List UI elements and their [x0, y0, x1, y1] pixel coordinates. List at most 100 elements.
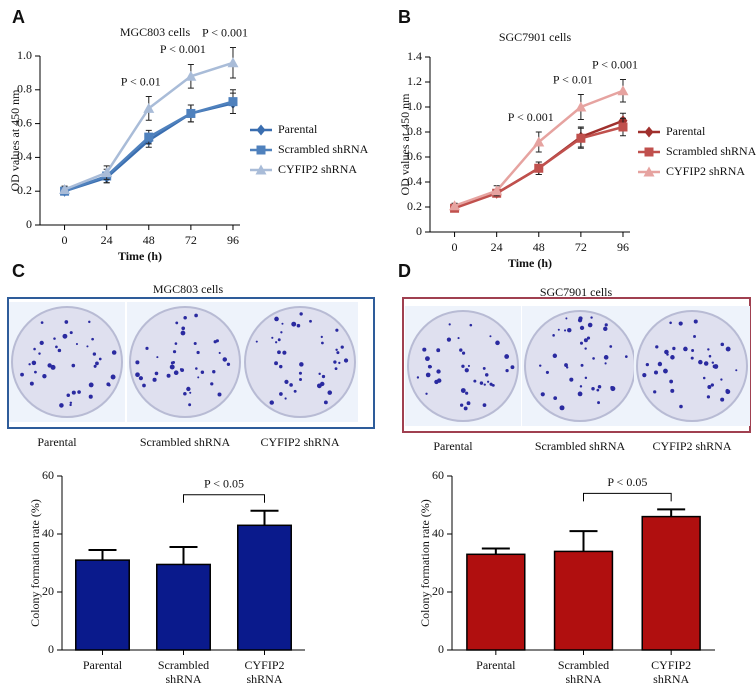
- colony: [28, 363, 31, 366]
- annotation: P < 0.05: [607, 475, 647, 489]
- x-tick-label: 72: [185, 233, 197, 247]
- plate-title: MGC803 cells: [153, 282, 224, 296]
- annotation: P < 0.001: [508, 110, 554, 124]
- plate-caption: Scrambled shRNA: [535, 439, 626, 453]
- colony: [291, 321, 297, 327]
- colony: [172, 350, 177, 354]
- legend-marker: [644, 126, 654, 138]
- colony: [281, 322, 284, 325]
- colony: [323, 400, 328, 405]
- colony: [416, 376, 420, 379]
- colony: [666, 353, 669, 356]
- x-tick-label: CYFIP2 shRNA: [244, 658, 284, 686]
- colony: [510, 365, 515, 370]
- colony: [597, 385, 602, 389]
- x-tick-label: 24: [491, 240, 503, 254]
- colony: [698, 359, 703, 365]
- colony: [609, 345, 613, 348]
- colony: [564, 363, 568, 367]
- colony: [189, 391, 192, 394]
- colony: [469, 323, 473, 327]
- colony: [135, 360, 140, 365]
- colony: [422, 347, 427, 352]
- colony: [86, 345, 89, 348]
- colony: [62, 333, 68, 339]
- colony: [584, 347, 587, 350]
- colony: [55, 345, 58, 349]
- colony: [587, 322, 593, 328]
- colony: [720, 397, 725, 402]
- y-tick-label: 0.4: [407, 174, 422, 188]
- colony: [552, 353, 558, 358]
- marker: [449, 200, 461, 211]
- x-tick-label: Parental: [476, 658, 516, 672]
- y-axis-label: OD values at 450 nm: [398, 93, 412, 196]
- colony: [111, 350, 117, 355]
- colony: [720, 342, 725, 347]
- colony: [53, 337, 56, 340]
- colony: [604, 323, 608, 327]
- colony: [552, 334, 555, 337]
- colony: [218, 351, 221, 355]
- colony: [596, 388, 600, 392]
- colony: [175, 321, 179, 325]
- x-tick-label: CYFIP2 shRNA: [651, 658, 691, 686]
- colony: [75, 342, 79, 346]
- colony: [20, 372, 24, 377]
- legend-marker: [255, 164, 267, 175]
- colony: [299, 377, 303, 381]
- colony: [296, 323, 301, 328]
- legend-marker: [256, 124, 266, 136]
- colony: [436, 369, 441, 374]
- y-tick-label: 0: [416, 224, 422, 238]
- colony: [95, 361, 99, 366]
- error-bar: [481, 547, 510, 555]
- colony: [690, 356, 694, 360]
- colony: [559, 405, 565, 411]
- marker: [575, 101, 587, 112]
- colony: [691, 349, 695, 353]
- colony: [59, 403, 64, 408]
- colony: [505, 369, 509, 373]
- y-tick-label: 1.0: [407, 99, 422, 113]
- colony: [579, 385, 583, 388]
- colony: [179, 368, 183, 371]
- colony: [38, 352, 41, 355]
- colony: [338, 361, 341, 365]
- colony: [318, 372, 321, 376]
- y-tick-label: 0.4: [17, 149, 32, 163]
- colony: [180, 330, 186, 336]
- bar: [641, 515, 701, 651]
- marker: [533, 136, 545, 147]
- colony: [145, 346, 149, 350]
- colony: [152, 377, 157, 382]
- colony: [293, 389, 297, 393]
- x-tick-label: 96: [617, 240, 629, 254]
- y-tick-label: 0: [26, 217, 32, 231]
- error-bar: [657, 508, 686, 517]
- y-tick-label: 0.6: [407, 149, 422, 163]
- legend-marker: [643, 166, 655, 177]
- colony: [592, 357, 595, 360]
- colony: [487, 380, 490, 383]
- x-tick-label: 0: [62, 233, 68, 247]
- colony: [277, 350, 281, 355]
- marker: [101, 167, 113, 178]
- colony: [289, 383, 293, 387]
- marker: [491, 185, 503, 196]
- colony: [69, 331, 73, 335]
- colony: [565, 366, 569, 369]
- legend-label: CYFIP2 shRNA: [666, 164, 745, 178]
- bar: [156, 563, 211, 651]
- colony: [466, 401, 471, 406]
- colony: [482, 403, 487, 407]
- colony: [645, 362, 649, 367]
- colony: [590, 316, 593, 319]
- colony: [479, 381, 484, 385]
- colony: [284, 397, 287, 400]
- colony: [174, 342, 178, 345]
- error-bar: [88, 548, 117, 561]
- colony: [693, 335, 696, 338]
- colony: [669, 379, 674, 384]
- colony: [69, 403, 72, 407]
